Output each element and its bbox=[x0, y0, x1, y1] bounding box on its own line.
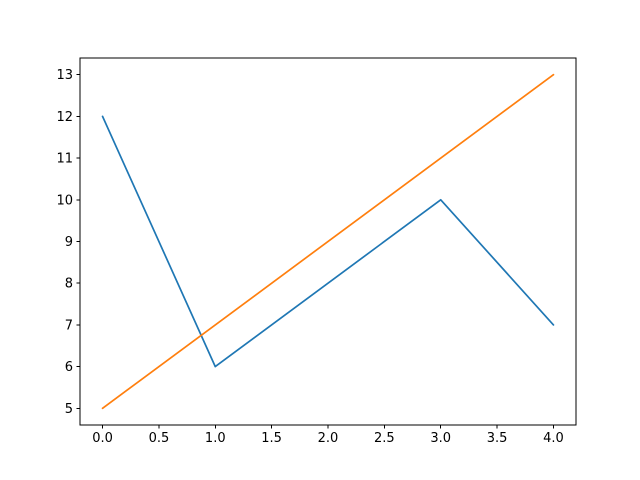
y-tick-label: 10 bbox=[56, 193, 73, 208]
x-tick-label: 0.0 bbox=[92, 431, 113, 446]
y-tick-label: 7 bbox=[65, 318, 73, 333]
y-tick-label: 13 bbox=[56, 68, 73, 83]
y-tick-label: 11 bbox=[56, 152, 73, 167]
x-tick-label: 3.5 bbox=[487, 431, 508, 446]
axes-spines bbox=[79, 57, 577, 426]
x-tick-label: 4.0 bbox=[543, 431, 564, 446]
x-tick-label: 1.0 bbox=[205, 431, 226, 446]
y-axis-ticks: 5 6 7 8 9 10 11 12 13 bbox=[56, 68, 80, 417]
x-tick-label: 3.0 bbox=[430, 431, 451, 446]
x-tick-label: 0.5 bbox=[149, 431, 170, 446]
y-tick-label: 8 bbox=[65, 277, 73, 292]
y-tick-label: 12 bbox=[56, 110, 73, 125]
x-tick-label: 2.0 bbox=[318, 431, 339, 446]
data-lines bbox=[101, 73, 555, 410]
x-tick-label: 1.5 bbox=[261, 431, 282, 446]
y-tick-label: 6 bbox=[65, 360, 73, 375]
y-tick-label: 5 bbox=[65, 402, 73, 417]
data-line-series-2 bbox=[101, 73, 555, 410]
x-tick-label: 2.5 bbox=[374, 431, 395, 446]
data-line-series-1 bbox=[101, 115, 555, 368]
y-tick-label: 9 bbox=[65, 235, 73, 250]
x-axis-ticks: 0.0 0.5 1.0 1.5 2.0 2.5 3.0 3.5 4.0 bbox=[92, 425, 564, 446]
